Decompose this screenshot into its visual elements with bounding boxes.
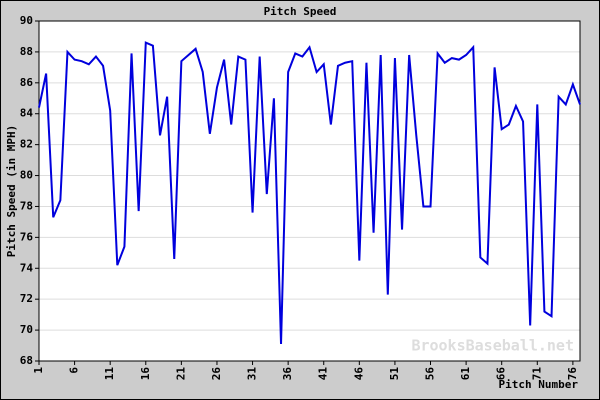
y-tick-label: 80 [20, 169, 33, 182]
y-tick-label: 68 [20, 354, 33, 367]
y-tick-label: 70 [20, 323, 33, 336]
y-tick-label: 86 [20, 76, 34, 89]
x-tick-label: 26 [210, 367, 223, 381]
y-tick-label: 82 [20, 138, 33, 151]
y-tick-label: 76 [20, 230, 34, 243]
data-line [38, 41, 581, 345]
y-tick-label: 88 [20, 45, 33, 58]
x-tick-label: 16 [139, 367, 152, 381]
x-tick-label: 1 [32, 367, 45, 374]
y-tick-label: 72 [20, 292, 33, 305]
x-tick-label: 71 [530, 367, 543, 381]
x-tick-label: 41 [317, 367, 330, 381]
x-tick-label: 36 [281, 367, 294, 381]
x-tick-label: 66 [495, 367, 508, 381]
x-tick-label: 56 [424, 367, 437, 381]
x-tick-label: 31 [246, 367, 259, 381]
x-tick-label: 76 [566, 367, 579, 381]
x-tick-label: 6 [68, 367, 81, 374]
x-tick-label: 11 [103, 367, 116, 381]
plot-border [38, 20, 581, 362]
y-tick-label: 90 [20, 14, 33, 27]
y-tick-label: 78 [20, 199, 33, 212]
y-axis-label: Pitch Speed (in MPH) [5, 125, 18, 257]
watermark: BrooksBaseball.net [411, 337, 574, 355]
x-tick-label: 46 [352, 367, 365, 381]
y-tick-label: 84 [20, 107, 34, 120]
plot-area [39, 21, 580, 361]
y-tick-label: 74 [20, 261, 34, 274]
x-tick-label: 21 [174, 367, 187, 381]
x-axis-label: Pitch Number [499, 378, 579, 391]
x-tick-label: 61 [459, 367, 472, 381]
x-tick-label: 51 [388, 367, 401, 381]
chart-title: Pitch Speed [264, 5, 337, 18]
